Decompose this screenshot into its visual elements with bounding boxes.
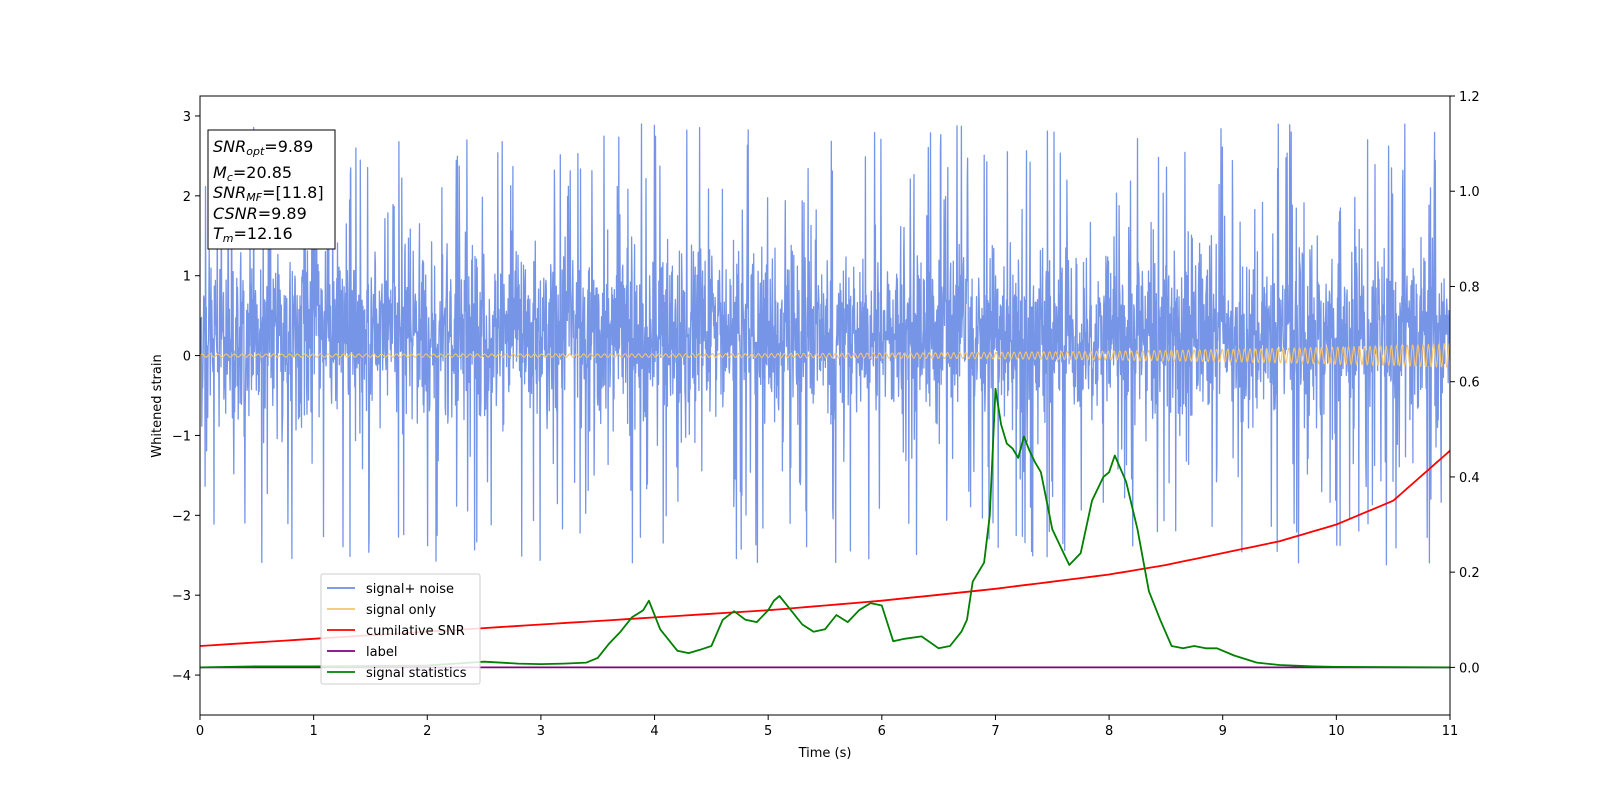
series-line-signal-noise bbox=[200, 123, 1450, 566]
stats-box-frame bbox=[207, 129, 336, 250]
y2-tick-label-1: 0.2 bbox=[1459, 566, 1480, 581]
stat-mc: Mc=20.85 bbox=[213, 163, 292, 184]
y-tick-label-4: 0 bbox=[183, 350, 191, 365]
x-axis-label: Time (s) bbox=[798, 746, 852, 761]
stats-box: SNRopt=9.89 Mc=20.85 SNRMF=[11.8] CSNR=9… bbox=[207, 129, 336, 250]
x-tick-label-3: 3 bbox=[537, 724, 545, 739]
x-tick-label-6: 6 bbox=[878, 724, 886, 739]
x-tick-label-5: 5 bbox=[764, 724, 772, 739]
y2-tick-label-5: 1.0 bbox=[1459, 185, 1480, 200]
stat-snr-mf: SNRMF=[11.8] bbox=[213, 183, 324, 204]
y2-tick-label-6: 1.2 bbox=[1459, 90, 1480, 105]
legend-label-0: signal+ noise bbox=[366, 582, 454, 597]
y-axis-right: 0.0 0.2 0.4 0.6 0.8 1.0 1.2 bbox=[1450, 90, 1480, 676]
stat-snr-opt: SNRopt=9.89 bbox=[213, 137, 313, 158]
x-tick-label-8: 8 bbox=[1105, 724, 1113, 739]
x-tick-label-11: 11 bbox=[1442, 724, 1459, 739]
legend-label-1: signal only bbox=[366, 603, 436, 618]
y-axis-left: −4 −3 −2 −1 0 1 2 3 bbox=[172, 110, 200, 684]
x-tick-label-2: 2 bbox=[423, 724, 431, 739]
series-line-signal-only bbox=[200, 343, 1450, 368]
legend-frame bbox=[320, 573, 481, 685]
legend-label-2: cumilative SNR bbox=[366, 624, 465, 639]
y2-tick-label-2: 0.4 bbox=[1459, 471, 1480, 486]
legend-label-3: label bbox=[366, 645, 397, 660]
y-axis-label: Whitened strain bbox=[150, 354, 165, 457]
x-tick-label-9: 9 bbox=[1219, 724, 1227, 739]
y2-tick-label-3: 0.6 bbox=[1459, 376, 1480, 391]
x-tick-label-1: 1 bbox=[309, 724, 317, 739]
x-axis: 0 1 2 3 4 5 6 7 8 9 10 11 bbox=[196, 715, 1458, 739]
y2-tick-label-4: 0.8 bbox=[1459, 280, 1480, 295]
x-tick-label-10: 10 bbox=[1328, 724, 1345, 739]
y-tick-label-2: −2 bbox=[172, 509, 191, 524]
y-tick-label-0: −4 bbox=[172, 669, 191, 684]
y-tick-label-1: −3 bbox=[172, 589, 191, 604]
x-tick-label-0: 0 bbox=[196, 724, 204, 739]
stat-csnr: CSNR=9.89 bbox=[213, 204, 307, 223]
stat-tm: Tm=12.16 bbox=[213, 224, 293, 245]
x-tick-label-7: 7 bbox=[991, 724, 999, 739]
legend-label-4: signal statistics bbox=[366, 666, 467, 681]
y-tick-label-5: 1 bbox=[183, 270, 191, 285]
y-tick-label-7: 3 bbox=[183, 110, 191, 125]
y2-tick-label-0: 0.0 bbox=[1459, 661, 1480, 676]
plot-frame bbox=[199, 95, 1451, 716]
legend: signal+ noise signal only cumilative SNR la… bbox=[320, 573, 481, 685]
y-tick-label-3: −1 bbox=[172, 429, 191, 444]
x-tick-label-4: 4 bbox=[650, 724, 658, 739]
y-tick-label-6: 2 bbox=[183, 190, 191, 205]
series-line-signal-statistics bbox=[200, 387, 1450, 669]
